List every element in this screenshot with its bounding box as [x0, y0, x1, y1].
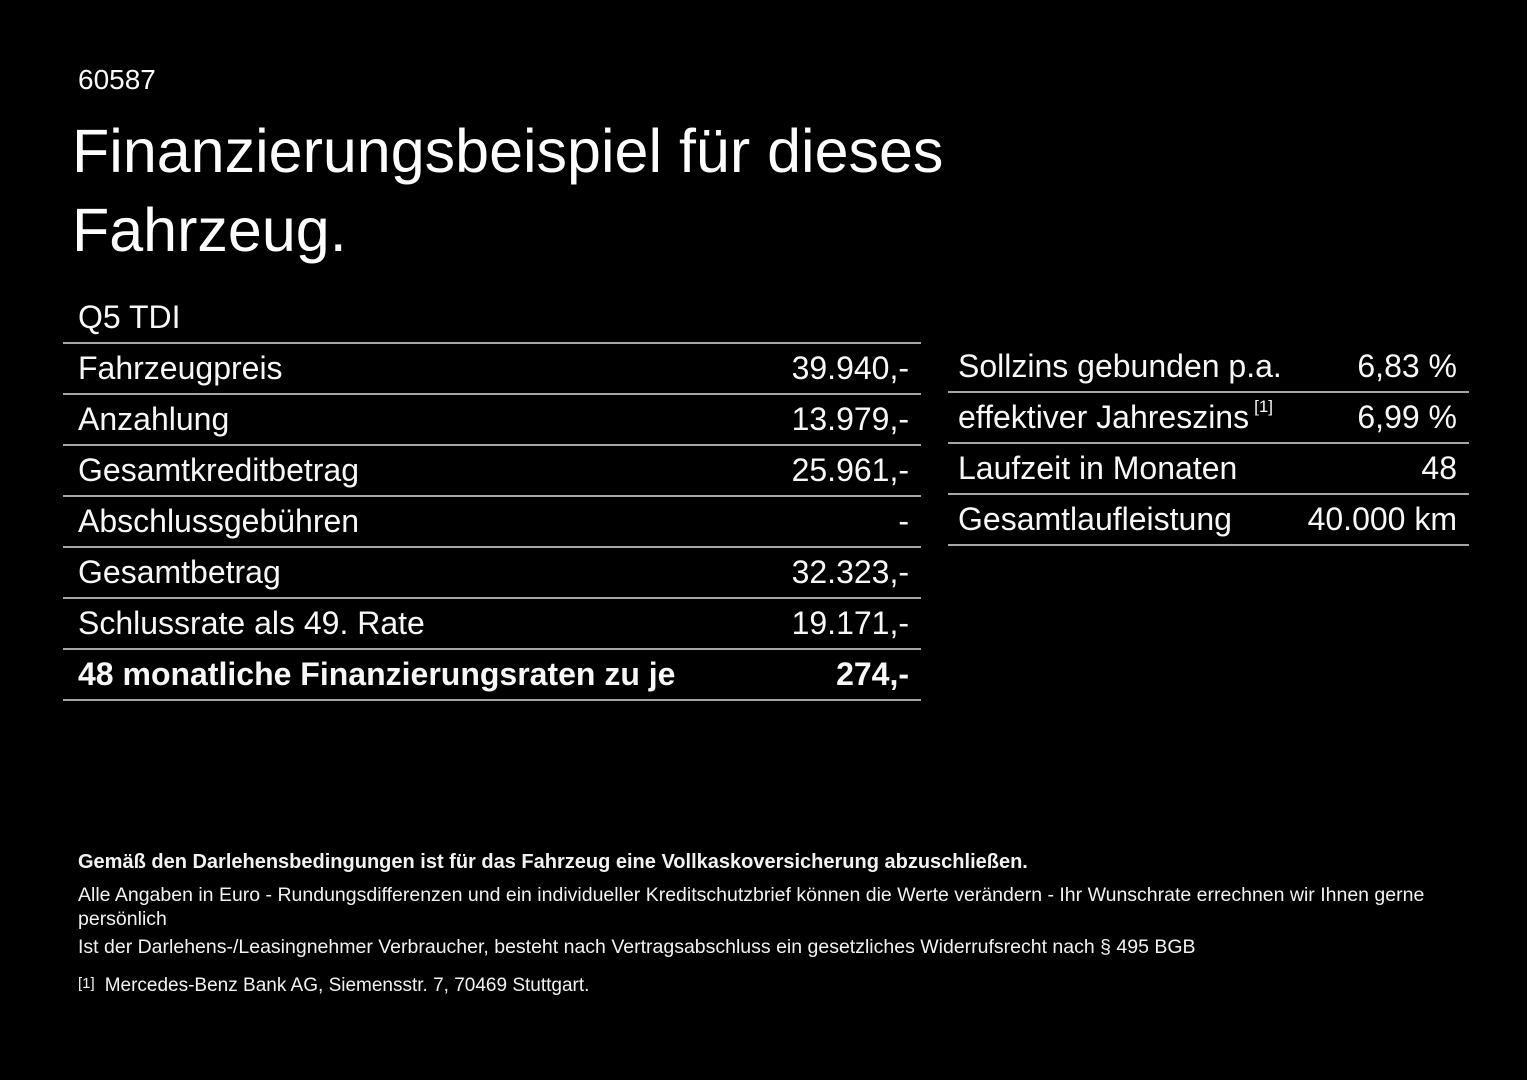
row-label: Sollzins gebunden p.a.: [958, 348, 1282, 384]
row-value: 19.171,-: [791, 605, 909, 641]
offer-code: 60587: [78, 64, 156, 95]
row-value: 6,83 %: [1357, 348, 1457, 384]
row-label: effektiver Jahreszins [1]: [958, 397, 1273, 435]
row-label: 48 monatliche Finanzierungsraten zu je: [78, 656, 676, 692]
row-label: Anzahlung: [78, 401, 230, 437]
finance-section: Q5 TDI Fahrzeugpreis 39.940,- Anzahlung …: [63, 292, 921, 701]
page-title-line1: Finanzierungsbeispiel für dieses: [72, 117, 944, 185]
table-row: Gesamtbetrag 32.323,-: [63, 548, 921, 599]
vehicle-model: Q5 TDI: [78, 298, 181, 335]
row-label: Gesamtlaufleistung: [958, 501, 1232, 537]
row-label: Schlussrate als 49. Rate: [78, 605, 425, 641]
row-value: 25.961,-: [791, 452, 909, 488]
page-title-line2: Fahrzeug.: [72, 196, 347, 264]
row-label: Fahrzeugpreis: [78, 350, 283, 386]
row-value: 40.000 km: [1307, 501, 1457, 537]
finance-table: Fahrzeugpreis 39.940,- Anzahlung 13.979,…: [63, 342, 921, 701]
table-row: Gesamtlaufleistung 40.000 km: [948, 495, 1469, 546]
conditions-table: Sollzins gebunden p.a. 6,83 % effektiver…: [948, 342, 1469, 546]
insurance-note: Gemäß den Darlehensbedingungen ist für d…: [78, 851, 1028, 873]
row-value: 274,-: [836, 656, 909, 692]
row-label: Gesamtkreditbetrag: [78, 452, 360, 488]
row-value: 39.940,-: [791, 350, 909, 386]
row-value: 48: [1421, 450, 1457, 486]
table-row: Laufzeit in Monaten 48: [948, 444, 1469, 495]
table-row: Gesamtkreditbetrag 25.961,-: [63, 446, 921, 497]
row-label: Gesamtbetrag: [78, 554, 281, 590]
row-value: 32.323,-: [791, 554, 909, 590]
table-row-monthly-rate: 48 monatliche Finanzierungsraten zu je 2…: [63, 650, 921, 701]
table-row: Sollzins gebunden p.a. 6,83 %: [948, 342, 1469, 393]
table-row: Anzahlung 13.979,-: [63, 395, 921, 446]
row-label: Abschlussgebühren: [78, 503, 360, 539]
row-label: Laufzeit in Monaten: [958, 450, 1238, 486]
withdrawal-note: Ist der Darlehens-/Leasingnehmer Verbrau…: [78, 936, 1196, 958]
table-row: Fahrzeugpreis 39.940,-: [63, 344, 921, 395]
row-value: -: [898, 503, 909, 539]
table-row: effektiver Jahreszins [1] 6,99 %: [948, 393, 1469, 444]
row-value: 13.979,-: [791, 401, 909, 437]
footnote-text: Mercedes-Benz Bank AG, Siemensstr. 7, 70…: [104, 975, 590, 996]
footnote-marker: [1]: [1254, 397, 1273, 417]
footnote-marker: [1]: [78, 975, 95, 992]
page-title: Finanzierungsbeispiel für dieses Fahrzeu…: [72, 112, 943, 270]
table-row: Abschlussgebühren -: [63, 497, 921, 548]
legal-footer: Gemäß den Darlehensbedingungen ist für d…: [78, 850, 1458, 998]
row-value: 6,99 %: [1357, 399, 1457, 435]
footnote: [1] Mercedes-Benz Bank AG, Siemensstr. 7,…: [78, 975, 1458, 998]
euro-note: Alle Angaben in Euro - Rundungsdifferenz…: [78, 884, 1425, 930]
conditions-section: Sollzins gebunden p.a. 6,83 % effektiver…: [948, 342, 1469, 546]
table-row: Schlussrate als 49. Rate 19.171,-: [63, 599, 921, 650]
